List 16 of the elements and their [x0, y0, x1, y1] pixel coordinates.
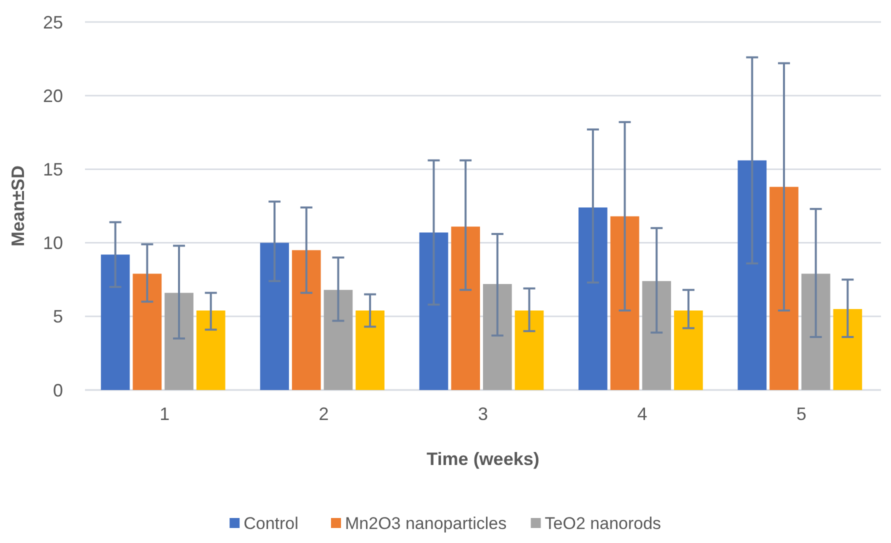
- legend-label: TeO2 nanorods: [544, 514, 662, 533]
- y-tick-label: 20: [42, 86, 63, 106]
- y-tick-label: 5: [52, 306, 63, 327]
- y-tick-label: 25: [42, 12, 63, 32]
- y-tick-label: 10: [42, 233, 63, 254]
- y-axis-title: Mean±SD: [8, 166, 28, 246]
- x-tick-label: 3: [478, 404, 488, 424]
- legend-label: Control: [244, 514, 298, 533]
- x-tick-label: 5: [796, 404, 806, 424]
- x-tick-label: 2: [318, 404, 329, 424]
- x-tick-label: 1: [160, 404, 170, 424]
- legend-label: Mn2O3 nanoparticles: [345, 514, 507, 533]
- y-tick-label: 15: [42, 160, 63, 180]
- x-axis-title: Time (weeks): [426, 449, 540, 469]
- x-tick-label: 4: [637, 404, 648, 424]
- y-tick-label: 0: [52, 380, 63, 400]
